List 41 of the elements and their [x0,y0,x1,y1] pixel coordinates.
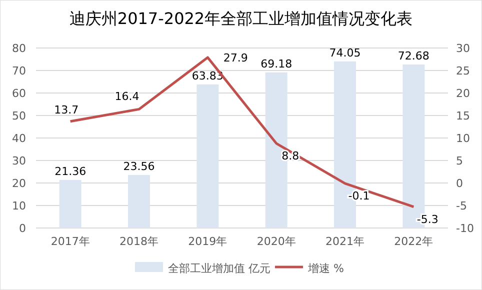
data-label: 72.68 [398,49,430,62]
y-tick-label: 20 [12,177,26,190]
y2-tick-label: 0 [456,177,463,190]
data-label: 21.36 [54,164,86,178]
data-label: 8.8 [282,149,300,162]
x-tick-label: 2020年 [256,235,296,248]
y-tick-label: 30 [12,154,26,168]
y-tick-label: 50 [12,110,26,122]
bar [196,84,219,228]
data-label: -0.1 [348,189,370,202]
y-tick-label: 10 [12,200,26,212]
x-tick-label: 2021年 [326,235,364,248]
y2-tick-label: -5 [456,200,467,212]
bar [59,180,82,228]
data-label: -5.3 [416,212,438,226]
data-label: 13.7 [54,103,79,116]
x-tick-label: 2017年 [50,235,90,248]
data-label: 27.9 [223,51,248,64]
data-label: 16.4 [114,90,140,104]
y-tick-label: 0 [19,222,26,235]
legend-label: 增速 % [307,262,344,275]
x-tick-label: 2018年 [120,235,158,248]
y2-tick-label: 20 [456,87,470,100]
y2-tick-label: -10 [456,222,474,235]
x-tick-label: 2019年 [188,235,228,248]
data-label: 74.05 [329,46,361,60]
y-tick-label: 70 [12,64,26,78]
legend-label: 全部工业增加值 亿元 [168,262,270,275]
x-tick-label: 2022年 [394,235,434,248]
y2-tick-label: 25 [456,64,470,78]
bar [128,174,150,228]
y2-tick-label: 15 [456,110,470,122]
chart-title: 迪庆州2017-2022年全部工业增加值情况变化表 [69,9,413,28]
y-tick-label: 60 [12,87,26,100]
y-tick-label: 80 [12,42,26,55]
y2-tick-label: 10 [456,132,470,145]
y2-tick-label: 30 [456,42,470,55]
data-label: 69.18 [260,57,292,70]
y-tick-label: 40 [12,132,26,145]
y2-tick-label: 5 [456,154,463,168]
data-label: 23.56 [123,160,155,173]
